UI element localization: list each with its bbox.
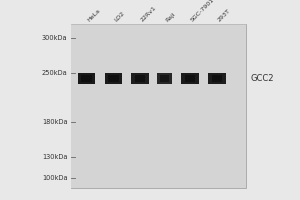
Bar	[157, 73, 172, 84]
Text: 100kDa: 100kDa	[42, 175, 68, 181]
Text: 22Rv1: 22Rv1	[140, 5, 158, 23]
Bar	[184, 75, 195, 82]
Bar	[208, 73, 226, 84]
Bar	[81, 75, 92, 82]
Text: SGC-7901: SGC-7901	[190, 0, 215, 23]
Bar	[77, 73, 95, 84]
Bar	[105, 73, 122, 84]
Text: 130kDa: 130kDa	[42, 154, 68, 160]
Text: 300kDa: 300kDa	[42, 35, 68, 41]
Bar	[212, 75, 222, 82]
Bar	[160, 75, 169, 82]
Bar	[108, 75, 119, 82]
Text: LO2: LO2	[113, 11, 126, 23]
Bar	[181, 73, 199, 84]
Text: 293T: 293T	[217, 8, 232, 23]
Text: GCC2: GCC2	[250, 74, 274, 83]
Text: 250kDa: 250kDa	[42, 70, 68, 76]
Text: HeLa: HeLa	[86, 8, 101, 23]
Text: Raji: Raji	[164, 11, 176, 23]
Bar	[135, 75, 145, 82]
Bar	[131, 73, 148, 84]
Text: 180kDa: 180kDa	[42, 119, 68, 125]
